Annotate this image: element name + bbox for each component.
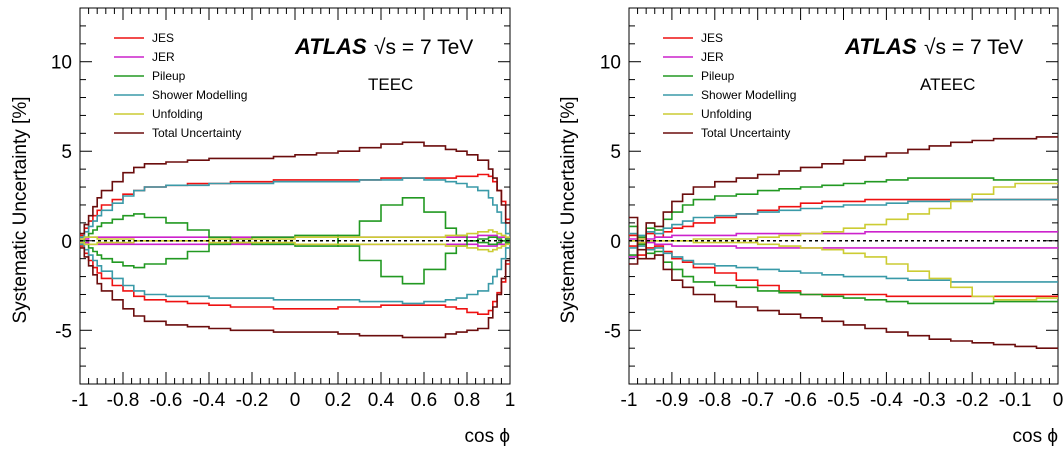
y-tick-label: 5 bbox=[61, 142, 72, 163]
series-line-total-uncertainty-up bbox=[629, 136, 1058, 260]
atlas-label: ATLAS √s = 7 TeV bbox=[294, 34, 473, 59]
y-tick-label: -5 bbox=[604, 321, 621, 342]
y-tick-label: 0 bbox=[61, 232, 72, 253]
atlas-logo-text: ATLAS bbox=[844, 34, 917, 59]
observable-label: TEEC bbox=[368, 75, 413, 94]
y-tick-label: -5 bbox=[55, 321, 72, 342]
series-line-shower-modelling-up bbox=[629, 198, 1058, 237]
x-tick-label: 0.8 bbox=[454, 390, 480, 411]
legend-entry: JER bbox=[701, 50, 724, 64]
y-tick-label: 10 bbox=[600, 53, 621, 74]
x-tick-label: -0.8 bbox=[107, 390, 140, 411]
series-line-unfolding-down bbox=[80, 240, 510, 253]
plot-frame bbox=[79, 7, 511, 385]
series-line-shower-modelling-down bbox=[80, 243, 510, 305]
x-tick-label: -0.3 bbox=[913, 390, 946, 411]
series-line-jer-up bbox=[629, 231, 1058, 240]
x-tick-label: -0.9 bbox=[656, 390, 689, 411]
series-line-unfolding-down bbox=[629, 238, 1058, 301]
x-tick-label: -0.4 bbox=[193, 390, 226, 411]
x-tick-label: -0.6 bbox=[784, 390, 817, 411]
x-tick-label: 0.2 bbox=[325, 390, 351, 411]
legend-entry: Pileup bbox=[701, 69, 735, 83]
atlas-logo-text: ATLAS bbox=[294, 34, 367, 59]
series-line-shower-modelling-down bbox=[629, 245, 1058, 283]
x-tick-label: -0.2 bbox=[956, 390, 989, 411]
x-tick-label: -0.5 bbox=[827, 390, 860, 411]
y-tick-label: 0 bbox=[610, 232, 621, 253]
y-axis-label: Systematic Uncertainty [%] bbox=[10, 96, 31, 323]
x-tick-label: -0.8 bbox=[698, 390, 731, 411]
series-line-shower-modelling-up bbox=[80, 177, 510, 238]
plot-frame bbox=[628, 7, 1059, 385]
x-tick-label: -1 bbox=[621, 390, 638, 411]
x-tick-label: -0.6 bbox=[150, 390, 183, 411]
x-axis-label: cos ϕ bbox=[465, 426, 511, 447]
x-tick-label: -0.1 bbox=[999, 390, 1032, 411]
legend-entry: Unfolding bbox=[152, 107, 203, 121]
y-tick-label: 10 bbox=[51, 53, 72, 74]
series-line-unfolding-up bbox=[80, 229, 510, 242]
legend-entry: Unfolding bbox=[701, 107, 752, 121]
legend-entry: Pileup bbox=[152, 69, 186, 83]
legend-entry: Shower Modelling bbox=[701, 88, 796, 102]
series-line-total-uncertainty-up bbox=[80, 141, 510, 235]
x-tick-label: 1 bbox=[505, 390, 516, 411]
chart-panel-teec: Systematic Uncertainty [%] cos ϕ ATLAS √… bbox=[10, 7, 516, 447]
legend-entry: JER bbox=[152, 50, 175, 64]
series-line-jes-down bbox=[629, 243, 1058, 298]
legend-entry: Shower Modelling bbox=[152, 88, 247, 102]
series-line-total-uncertainty-down bbox=[80, 247, 510, 339]
x-tick-label: -0.7 bbox=[741, 390, 774, 411]
x-tick-label: 0.6 bbox=[411, 390, 437, 411]
x-tick-label: -1 bbox=[72, 390, 89, 411]
legend-entry: Total Uncertainty bbox=[701, 126, 790, 140]
x-tick-label: -0.4 bbox=[870, 390, 903, 411]
energy-label: √s = 7 TeV bbox=[374, 36, 473, 59]
x-tick-label: 0.4 bbox=[368, 390, 395, 411]
energy-label: √s = 7 TeV bbox=[924, 36, 1023, 59]
observable-label: ATEEC bbox=[920, 75, 975, 94]
x-tick-label: -0.2 bbox=[236, 390, 269, 411]
x-axis-label: cos ϕ bbox=[1013, 426, 1059, 447]
legend-entry: JES bbox=[152, 31, 174, 45]
series-line-jer-down bbox=[629, 241, 1058, 258]
chart-panel-ateec: Systematic Uncertainty [%] cos ϕ ATLAS √… bbox=[558, 7, 1064, 447]
x-tick-label: 0 bbox=[1053, 390, 1064, 411]
series-line-total-uncertainty-down bbox=[629, 248, 1058, 349]
series-line-jes-down bbox=[80, 245, 510, 315]
legend-entry: Total Uncertainty bbox=[152, 126, 241, 140]
y-tick-label: 5 bbox=[610, 142, 621, 163]
y-axis-label: Systematic Uncertainty [%] bbox=[558, 96, 579, 323]
atlas-label: ATLAS √s = 7 TeV bbox=[844, 34, 1023, 59]
x-tick-label: 0 bbox=[290, 390, 301, 411]
legend-entry: JES bbox=[701, 31, 723, 45]
